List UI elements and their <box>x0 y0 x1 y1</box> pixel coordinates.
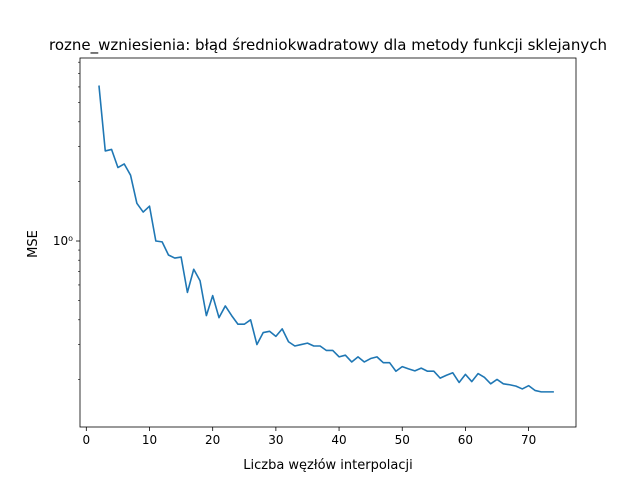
x-tick-label: 10 <box>142 433 157 447</box>
x-axis-title: Liczba węzłów interpolacji <box>243 458 413 473</box>
x-tick-label: 50 <box>395 433 410 447</box>
x-tick-label: 60 <box>458 433 473 447</box>
x-tick-label: 30 <box>268 433 283 447</box>
x-tick-label: 0 <box>82 433 90 447</box>
mse-series-line <box>98 85 554 393</box>
axes-layer: 0 10 20 30 40 50 60 70 10⁰ <box>53 57 577 447</box>
x-tick-label: 20 <box>205 433 220 447</box>
series-layer <box>98 85 554 393</box>
x-tick-label: 70 <box>521 433 536 447</box>
y-axis-title: MSE <box>26 230 41 258</box>
chart-title: rozne_wzniesienia: błąd średniokwadratow… <box>49 36 607 55</box>
plot-frame <box>79 57 577 428</box>
x-tick-label: 40 <box>331 433 346 447</box>
y-tick-label: 10⁰ <box>53 234 73 248</box>
